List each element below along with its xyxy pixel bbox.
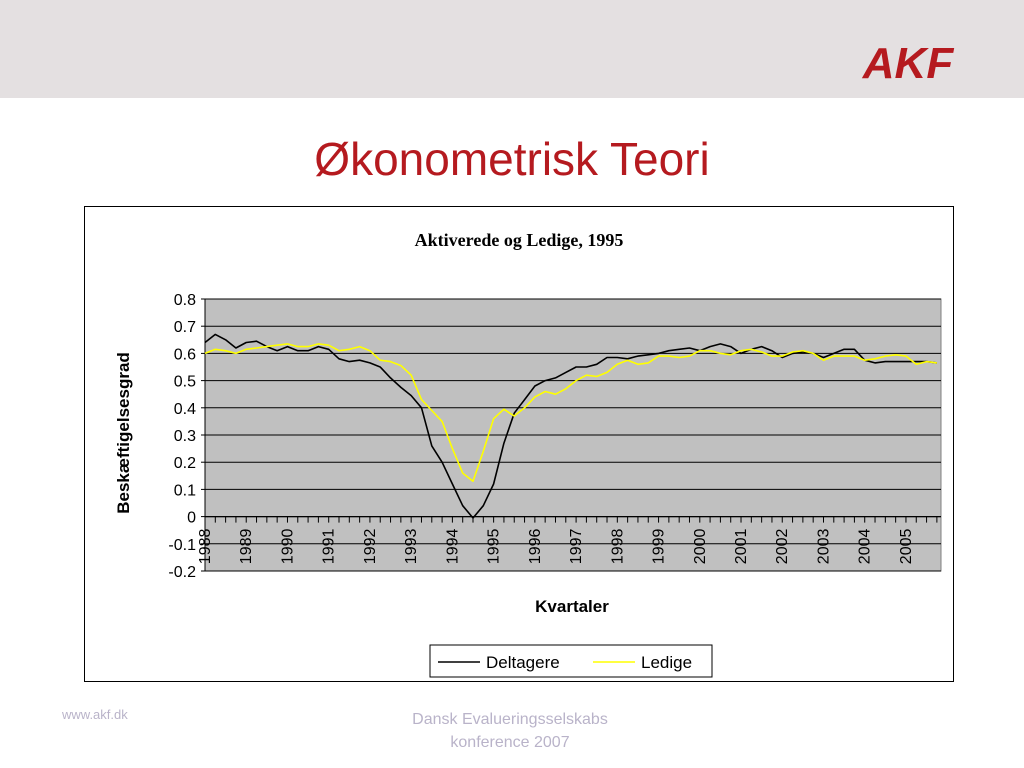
x-tick-label: 2005	[898, 528, 915, 564]
akf-logo-text: AKF	[862, 39, 955, 82]
x-tick-label: 2001	[733, 528, 750, 564]
header-bar	[0, 0, 1024, 98]
y-tick-label: -0.2	[168, 564, 196, 581]
slide-title: Økonometrisk Teori	[314, 133, 710, 185]
x-tick-label: 1995	[486, 528, 503, 564]
chart: Aktiverede og Ledige, 1995 0.80.70.60.50…	[114, 230, 942, 678]
y-tick-label: 0.3	[174, 428, 196, 445]
y-tick-label: -0.1	[168, 537, 196, 554]
series-lines	[204, 333, 938, 519]
x-tick-label: 1999	[651, 528, 668, 564]
series-line-ledige	[204, 343, 938, 483]
legend-box	[429, 644, 713, 678]
footer-line-2: konference 2007	[450, 734, 570, 751]
x-tick-label: 1993	[403, 528, 420, 564]
x-tick-label: 1998	[609, 528, 626, 564]
chart-title: Aktiverede og Ledige, 1995	[415, 230, 624, 250]
legend: Deltagere Ledige	[429, 644, 713, 678]
y-tick-label: 0.1	[174, 482, 196, 499]
y-tick-label: 0	[187, 510, 196, 527]
footer-conference: Dansk Evalueringsselskabs konference 200…	[370, 708, 650, 754]
x-tick-label: 1989	[238, 528, 255, 564]
x-axis-label: Kvartaler	[535, 597, 609, 616]
x-tick-label: 1994	[444, 528, 461, 564]
legend-label-ledige: Ledige	[641, 653, 692, 672]
akf-logo: AKF	[862, 39, 955, 82]
y-tick-label: 0.4	[174, 401, 196, 418]
x-tick-label: 2003	[815, 528, 832, 564]
y-tick-label: 0.8	[174, 292, 196, 309]
x-tick-label: 2004	[857, 528, 874, 564]
x-tick-label: 1991	[321, 528, 338, 564]
y-tick-label: 0.6	[174, 346, 196, 363]
x-tick-label: 1997	[568, 528, 585, 564]
y-axis-label: Beskæftigelsesgrad	[114, 352, 133, 514]
footer-url: www.akf.dk	[62, 707, 128, 722]
y-axis-ticks: 0.8 0.7 0.6 0.5 0.4 0.3 0.2 0.1 0 -0.1 -0.2	[168, 292, 206, 581]
legend-label-deltagere: Deltagere	[486, 653, 560, 672]
y-tick-label: 0.2	[174, 455, 196, 472]
x-tick-label: 1992	[362, 528, 379, 564]
footer-line-1: Dansk Evalueringsselskabs	[412, 711, 608, 728]
y-tick-label: 0.5	[174, 374, 196, 391]
y-tick-label: 0.7	[174, 319, 196, 336]
x-tick-label: 2000	[692, 528, 709, 564]
x-tick-label: 1996	[527, 528, 544, 564]
x-tick-label: 2002	[774, 528, 791, 564]
x-axis-ticks: 1988 1989 1990 1991 1992 1993 1994 1995 1996 1997…	[197, 516, 941, 564]
x-tick-label: 1990	[279, 528, 296, 564]
x-tick-label: 1988	[197, 528, 214, 564]
